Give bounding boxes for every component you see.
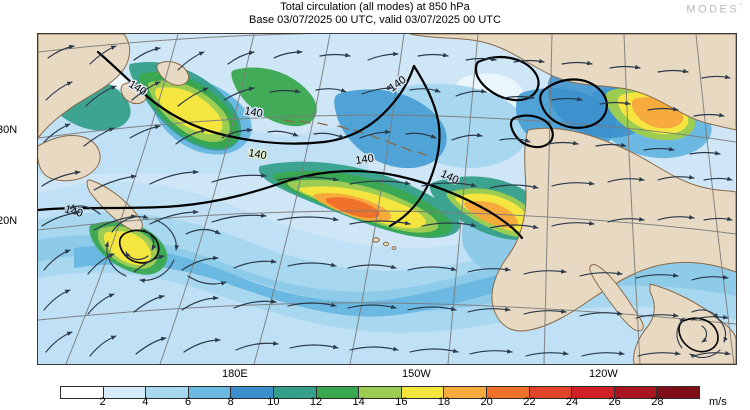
colorbar-segment-6 (316, 387, 360, 398)
contour-label-140-d: 140 (247, 147, 267, 162)
axis-label-lat-30n: 30N (0, 124, 18, 136)
colorbar-tick-24: 24 (565, 396, 579, 408)
colorbar-segment-9 (444, 387, 487, 398)
colorbar-tick-2: 2 (99, 396, 106, 408)
colorbar-tick-20: 20 (480, 396, 493, 408)
colorbar-segment-3 (188, 387, 232, 398)
modes-logo: MODES° (686, 3, 742, 16)
colorbar-tick-16: 16 (395, 396, 408, 408)
colorbar-tick-6: 6 (184, 396, 192, 408)
colorbar-tick-28: 28 (651, 396, 664, 408)
title-line-variable: Total circulation (all modes) at 850 hPa (280, 1, 470, 13)
colorbar-segment-5 (273, 387, 317, 398)
colorbar-segment-14 (657, 387, 699, 398)
axis-label-lon-120w: 120W (589, 368, 618, 380)
colorbar-segment-11 (529, 387, 573, 398)
contour-label-140-b: 140 (243, 105, 263, 120)
colorbar-tick-10: 10 (267, 396, 280, 408)
axis-label-lon-150w: 150W (402, 368, 431, 380)
colorbar-unit-label: m/s (709, 396, 727, 408)
colorbar-segment-7 (359, 387, 402, 398)
colorbar-tick-4: 4 (142, 396, 149, 408)
colorbar-segment-4 (231, 387, 274, 398)
colorbar-tick-26: 26 (608, 396, 621, 408)
colorbar-tick-12: 12 (309, 396, 323, 408)
colorbar-tick-14: 14 (352, 396, 365, 408)
page-title: Total circulation (all modes) at 850 hPa… (0, 1, 750, 27)
map-plot-area: 140 140 140 140 140 140 140 140 (37, 33, 737, 365)
colorbar-tick-8: 8 (227, 396, 234, 408)
colorbar-segments (60, 386, 700, 399)
contour-label-140-e: 140 (355, 153, 375, 167)
colorbar-tick-22: 22 (523, 396, 536, 408)
modes-logo-text: MODES (686, 3, 740, 16)
colorbar-segment-10 (486, 387, 530, 398)
modes-logo-mark: ° (739, 3, 742, 10)
wind-speed-heatmap: 140 140 140 140 140 140 140 140 (38, 34, 736, 364)
title-line-valid-time: Base 03/07/2025 00 UTC, valid 03/07/2025… (249, 14, 501, 26)
colorbar-tick-labels: 2 4 6 8 10 12 14 16 18 20 22 24 26 28 (60, 396, 700, 410)
colorbar-segment-1 (103, 387, 147, 398)
colorbar-segment-0 (61, 387, 104, 398)
axis-label-lon-180e: 180E (222, 368, 248, 380)
colorbar-segment-12 (572, 387, 615, 398)
axis-label-lat-20n: 20N (0, 215, 18, 227)
colorbar-tick-18: 18 (437, 396, 451, 408)
colorbar-segment-13 (614, 387, 658, 398)
colorbar-segment-2 (146, 387, 189, 398)
colorbar-segment-8 (401, 387, 445, 398)
colorbar (60, 386, 700, 399)
